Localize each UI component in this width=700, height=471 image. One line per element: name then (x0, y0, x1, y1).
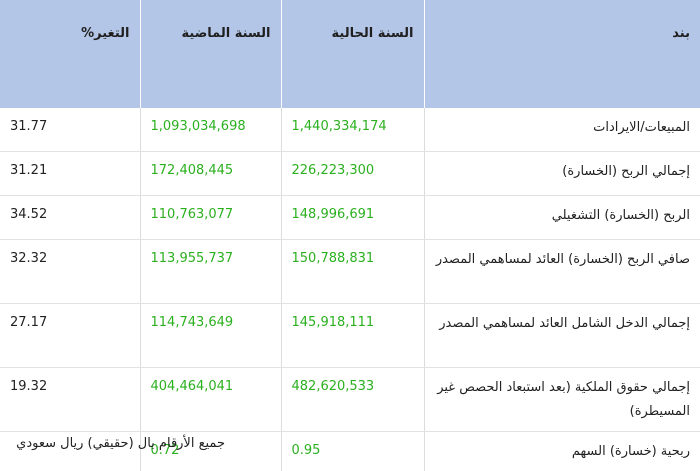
row-previous-value: 113,955,737 (140, 240, 281, 304)
row-change-value: 31.77 (0, 108, 140, 152)
row-previous-value: 172,408,445 (140, 152, 281, 196)
header-change: التغير% (0, 0, 140, 108)
row-previous-value: 114,743,649 (140, 304, 281, 368)
row-current-value: 482,620,533 (281, 368, 424, 432)
row-previous-value: 404,464,041 (140, 368, 281, 432)
header-current-year: السنة الحالية (281, 0, 424, 108)
header-previous-year: السنة الماضية (140, 0, 281, 108)
table-row: المبيعات/الايرادات 1,440,334,174 1,093,0… (0, 108, 700, 152)
row-item: إجمالي الربح (الخسارة) (424, 152, 700, 196)
table-row: إجمالي الربح (الخسارة) 226,223,300 172,4… (0, 152, 700, 196)
row-item: ربحية (خسارة) السهم (424, 432, 700, 471)
table-row: الربح (الخسارة) التشغيلي 148,996,691 110… (0, 196, 700, 240)
row-change-value: 27.17 (0, 304, 140, 368)
row-current-value: 1,440,334,174 (281, 108, 424, 152)
footnote: جميع الأرقام بال (حقيقي) ريال سعودي (16, 436, 225, 451)
row-current-value: 145,918,111 (281, 304, 424, 368)
row-change-value: 19.32 (0, 368, 140, 432)
table-row: إجمالي الدخل الشامل العائد لمساهمي المصد… (0, 304, 700, 368)
row-current-value: 0.95 (281, 432, 424, 471)
row-previous-value: 1,093,034,698 (140, 108, 281, 152)
header-item: بند (424, 0, 700, 108)
row-change-value: 32.32 (0, 240, 140, 304)
row-item: المبيعات/الايرادات (424, 108, 700, 152)
row-item: صافي الربح (الخسارة) العائد لمساهمي المص… (424, 240, 700, 304)
header-row: بند السنة الحالية السنة الماضية التغير% (0, 0, 700, 108)
row-current-value: 150,788,831 (281, 240, 424, 304)
row-current-value: 226,223,300 (281, 152, 424, 196)
row-item: إجمالي حقوق الملكية (بعد استبعاد الحصص غ… (424, 368, 700, 432)
table-row: صافي الربح (الخسارة) العائد لمساهمي المص… (0, 240, 700, 304)
row-current-value: 148,996,691 (281, 196, 424, 240)
row-item: إجمالي الدخل الشامل العائد لمساهمي المصد… (424, 304, 700, 368)
row-previous-value: 110,763,077 (140, 196, 281, 240)
row-change-value: 31.21 (0, 152, 140, 196)
row-change-value: 34.52 (0, 196, 140, 240)
table-row: إجمالي حقوق الملكية (بعد استبعاد الحصص غ… (0, 368, 700, 432)
row-item: الربح (الخسارة) التشغيلي (424, 196, 700, 240)
